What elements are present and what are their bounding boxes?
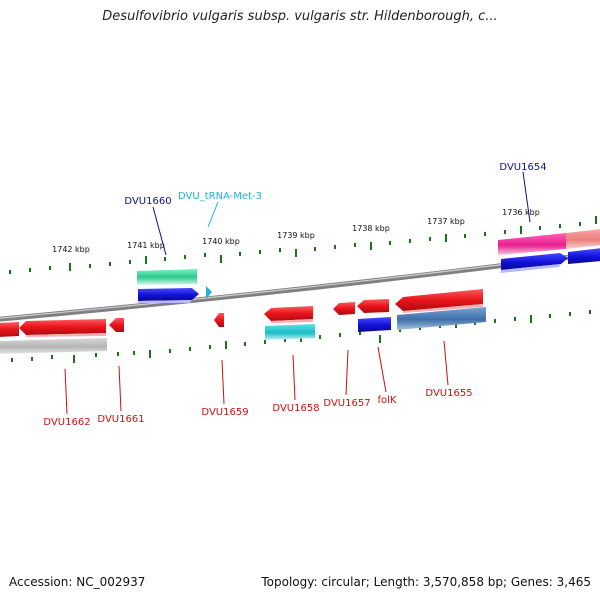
gene-feature-folk[interactable] — [357, 299, 389, 313]
kbp-label-1737: 1737 kbp — [427, 217, 465, 226]
gene-feature-dvu1654[interactable] — [498, 233, 566, 255]
gene-feature-dvu1655[interactable] — [395, 289, 483, 313]
gene-feature-gray[interactable] — [0, 338, 107, 354]
gene-feature-blue-right-1[interactable] — [501, 253, 568, 273]
gene-feature-blue-right-2[interactable] — [568, 248, 600, 264]
kbp-label-1740: 1740 kbp — [202, 237, 240, 246]
gene-feature-dvu1658[interactable] — [264, 306, 313, 323]
gene-label-dvu1659[interactable]: DVU1659 — [201, 407, 248, 418]
kbp-label-1736: 1736 kbp — [502, 208, 540, 217]
gene-label-dvu1660[interactable]: DVU1660 — [124, 196, 171, 207]
gene-label-dvu1662[interactable]: DVU1662 — [43, 417, 90, 428]
gene-feature-dvu1659[interactable] — [214, 313, 224, 327]
gene-label-dvu1658[interactable]: DVU1658 — [272, 403, 319, 414]
accession-text: Accession: NC_002937 — [9, 575, 146, 589]
gene-feature-blue-lower[interactable] — [358, 317, 391, 332]
upper-tick-track — [9, 216, 597, 274]
map-title: Desulfovibrio vulgaris subsp. vulgaris s… — [102, 9, 498, 24]
genome-summary-text: Topology: circular; Length: 3,570,858 bp… — [261, 575, 591, 589]
gene-label-dvu-trna-met-3[interactable]: DVU_tRNA-Met-3 — [178, 191, 262, 202]
lower-tick-track — [11, 310, 591, 363]
gene-label-dvu1661[interactable]: DVU1661 — [97, 414, 144, 425]
gene-feature-dvu1661[interactable] — [109, 318, 124, 332]
gene-feature-dvu1657[interactable] — [333, 302, 355, 315]
gene-label-dvu1655[interactable]: DVU1655 — [425, 388, 472, 399]
gene-feature-red-edge[interactable] — [0, 322, 19, 337]
kbp-label-1742: 1742 kbp — [52, 245, 90, 254]
gene-feature-salmon[interactable] — [566, 229, 600, 249]
gene-feature-green[interactable] — [137, 269, 197, 285]
gene-feature-teal[interactable] — [265, 324, 315, 340]
kbp-label-1741: 1741 kbp — [127, 241, 165, 250]
gene-label-dvu1657[interactable]: DVU1657 — [323, 398, 370, 409]
gene-feature-dvu1660[interactable] — [138, 288, 199, 303]
gene-feature-dvu1662[interactable] — [19, 319, 106, 337]
gene-label-folk[interactable]: folK — [378, 395, 397, 406]
leader-lines — [64, 171, 531, 415]
kbp-label-1739: 1739 kbp — [277, 231, 315, 240]
gene-label-dvu1654[interactable]: DVU1654 — [499, 162, 546, 173]
kbp-label-1738: 1738 kbp — [352, 224, 390, 233]
gene-feature-steel[interactable] — [397, 307, 486, 330]
gene-feature-trna-met-3[interactable] — [206, 286, 212, 299]
